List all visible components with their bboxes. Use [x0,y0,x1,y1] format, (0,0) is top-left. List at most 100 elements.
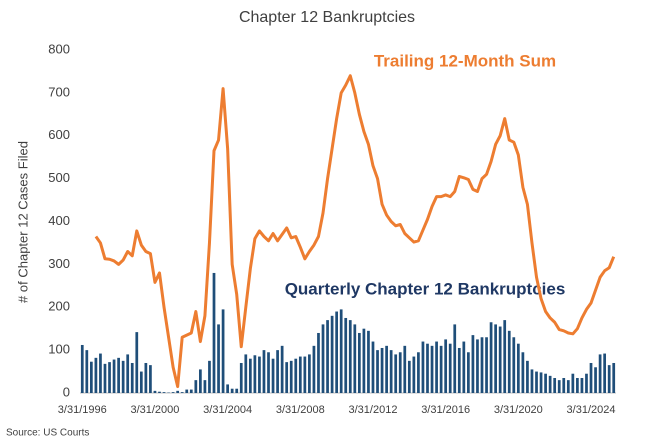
bar [581,378,584,393]
bar [349,320,352,393]
x-tick-label: 3/31/2004 [203,404,252,416]
bar [476,339,479,393]
bar [363,329,366,393]
bar [612,363,615,393]
bar [213,273,216,393]
bar [172,392,175,393]
bar [231,389,234,393]
y-tick-label: 0 [63,384,70,399]
bar [462,342,465,393]
bar [571,374,574,393]
bar [285,362,288,393]
bar [413,357,416,393]
bar [276,350,279,393]
bar [185,390,188,393]
y-tick-label: 400 [48,213,70,228]
bar [290,361,293,393]
bar [358,333,361,393]
bar [95,358,98,393]
x-tick-label: 3/31/1996 [58,404,107,416]
bar [158,392,161,393]
bar [335,312,338,393]
y-tick-label: 300 [48,256,70,271]
bar [163,392,166,393]
y-tick-label: 500 [48,170,70,185]
bar [367,331,370,393]
bar [208,361,211,393]
bar [135,332,138,393]
x-tick-label: 3/31/2024 [567,404,616,416]
y-tick-label: 600 [48,127,70,142]
x-tick-label: 3/31/2000 [130,404,179,416]
bar [145,363,148,393]
bar [531,369,534,393]
y-tick-label: 100 [48,342,70,357]
bar [558,380,561,393]
bar [113,360,116,393]
bar [422,342,425,393]
bar [490,322,493,393]
bar [508,331,511,393]
x-tick-label: 3/31/2012 [349,404,398,416]
bar [608,365,611,393]
bar [522,352,525,393]
bar [553,378,556,393]
y-tick-label: 700 [48,84,70,99]
bar [449,344,452,393]
bar [294,359,297,393]
x-tick-label: 3/31/2020 [494,404,543,416]
bar [499,327,502,393]
bar [440,346,443,393]
bar [344,318,347,393]
source: Source: US Courts [6,428,89,439]
bar [190,390,193,393]
bar [603,354,606,393]
bar [485,337,488,393]
bar [281,346,284,393]
bar [217,324,220,393]
bar [426,344,429,393]
bar [472,335,475,393]
bar [272,359,275,393]
bar [599,354,602,393]
bar [331,316,334,393]
bar [122,361,125,393]
bar [204,380,207,393]
bar [517,344,520,393]
bar [90,362,93,393]
bar [390,350,393,393]
bar [431,346,434,393]
bar [399,352,402,393]
bar [222,309,225,393]
x-tick-label: 3/31/2016 [421,404,470,416]
bar [235,389,238,393]
bar [594,367,597,393]
bar [249,359,252,393]
chart-title: Chapter 12 Bankruptcies [239,9,415,26]
bar [403,346,406,393]
y-tick-label: 800 [48,41,70,56]
bar [149,365,152,393]
bar [226,384,229,393]
x-tick-label: 3/31/2008 [276,404,325,416]
bar [181,392,184,393]
bar [458,348,461,393]
bar [254,355,257,393]
bar [549,376,552,393]
bar [317,333,320,393]
bar [322,324,325,393]
bar [526,361,529,393]
bar [303,357,306,393]
bar [308,354,311,393]
bar [81,345,84,393]
bar [585,374,588,393]
bar [417,352,420,393]
y-axis-label: # of Chapter 12 Cases Filed [15,141,30,303]
bar [376,350,379,393]
bar [494,324,497,393]
bar [590,363,593,393]
bar [99,354,102,393]
bar [481,337,484,393]
y-tick-label: 200 [48,299,70,314]
